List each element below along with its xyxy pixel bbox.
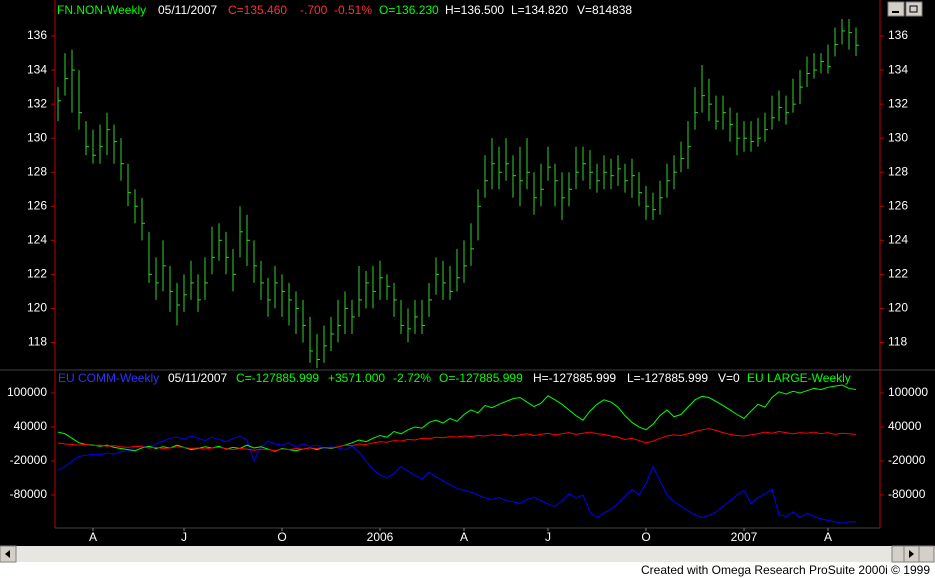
y-tick-label: 100000 — [7, 385, 47, 399]
minimize-button[interactable] — [887, 1, 905, 17]
date: 05/11/2007 — [168, 371, 227, 385]
y-tick-label: 130 — [27, 130, 47, 144]
window-buttons — [887, 1, 923, 17]
symbol: FN.NON-Weekly — [57, 3, 146, 17]
legend-entry: EU COMM-Weekly — [58, 371, 159, 385]
y-tick-label: -80000 — [10, 487, 48, 501]
y-tick-label: 124 — [27, 232, 47, 246]
x-tick-label: O — [277, 530, 286, 544]
restore-icon — [909, 5, 918, 13]
y-tick-label: 118 — [28, 335, 47, 349]
x-tick-label: A — [824, 530, 832, 544]
close: C=-127885.999 — [236, 371, 319, 385]
y-tick-label: -80000 — [888, 487, 926, 501]
x-tick-label: 2007 — [731, 530, 758, 544]
low: L=134.820 — [511, 3, 568, 17]
open: O=136.230 — [379, 3, 439, 17]
low: L=-127885.999 — [627, 371, 708, 385]
legend-entry: EU LARGE-Weekly — [747, 371, 851, 385]
scroll-end[interactable] — [918, 545, 935, 563]
y-tick-label: 126 — [888, 198, 908, 212]
percent: -0.51% — [334, 3, 372, 17]
x-tick-label: A — [89, 530, 97, 544]
change: -.700 — [300, 3, 328, 17]
x-tick-label: J — [545, 530, 551, 544]
high: H=136.500 — [445, 3, 504, 17]
y-tick-label: 134 — [888, 62, 908, 76]
y-tick-label: -20000 — [888, 453, 926, 467]
scroll-thumb[interactable] — [891, 545, 905, 563]
y-tick-label: 126 — [27, 198, 47, 212]
x-tick-label: 2006 — [367, 530, 394, 544]
y-tick-label: 136 — [27, 28, 47, 42]
y-tick-label: 128 — [27, 164, 47, 178]
y-tick-label: 128 — [888, 164, 908, 178]
x-tick-label: O — [641, 530, 650, 544]
x-tick-label: A — [460, 530, 468, 544]
series-line — [57, 428, 857, 452]
chart-background — [0, 0, 935, 546]
y-tick-label: 40000 — [888, 419, 922, 433]
y-tick-label: 132 — [888, 96, 908, 110]
y-tick-label: 100000 — [888, 385, 928, 399]
y-tick-label: 130 — [888, 130, 908, 144]
y-tick-label: 120 — [888, 301, 908, 315]
y-tick-label: 40000 — [14, 419, 48, 433]
y-tick-label: 120 — [27, 301, 47, 315]
open: O=-127885.999 — [439, 371, 523, 385]
y-tick-label: 122 — [888, 267, 908, 281]
series-line — [57, 435, 857, 524]
restore-button[interactable] — [905, 1, 923, 17]
y-tick-label: 132 — [27, 96, 47, 110]
percent: -2.72% — [393, 371, 431, 385]
bottom-header: EU COMM-Weekly 05/11/2007 C=-127885.999 … — [58, 371, 851, 385]
scrollbar — [0, 545, 935, 563]
arrow-right — [909, 550, 914, 558]
arrow-left — [5, 550, 10, 558]
footer: Created with Omega Research ProSuite 200… — [641, 563, 930, 577]
y-tick-label: 134 — [27, 62, 47, 76]
high: H=-127885.999 — [533, 371, 616, 385]
close: C=135.460 — [228, 3, 287, 17]
y-tick-label: 122 — [27, 267, 47, 281]
x-tick-label: J — [181, 530, 187, 544]
volume: V=0 — [718, 371, 740, 385]
scroll-track[interactable] — [0, 546, 935, 562]
y-tick-label: 118 — [888, 335, 907, 349]
y-tick-label: 136 — [888, 28, 908, 42]
date: 05/11/2007 — [158, 3, 217, 17]
y-tick-label: -20000 — [10, 453, 48, 467]
y-tick-label: 124 — [888, 232, 908, 246]
series-line — [57, 384, 857, 452]
volume: V=814838 — [577, 3, 632, 17]
change: +3571.000 — [328, 371, 385, 385]
top-header: FN.NON-Weekly 05/11/2007 C=135.460 -.700… — [57, 3, 632, 17]
